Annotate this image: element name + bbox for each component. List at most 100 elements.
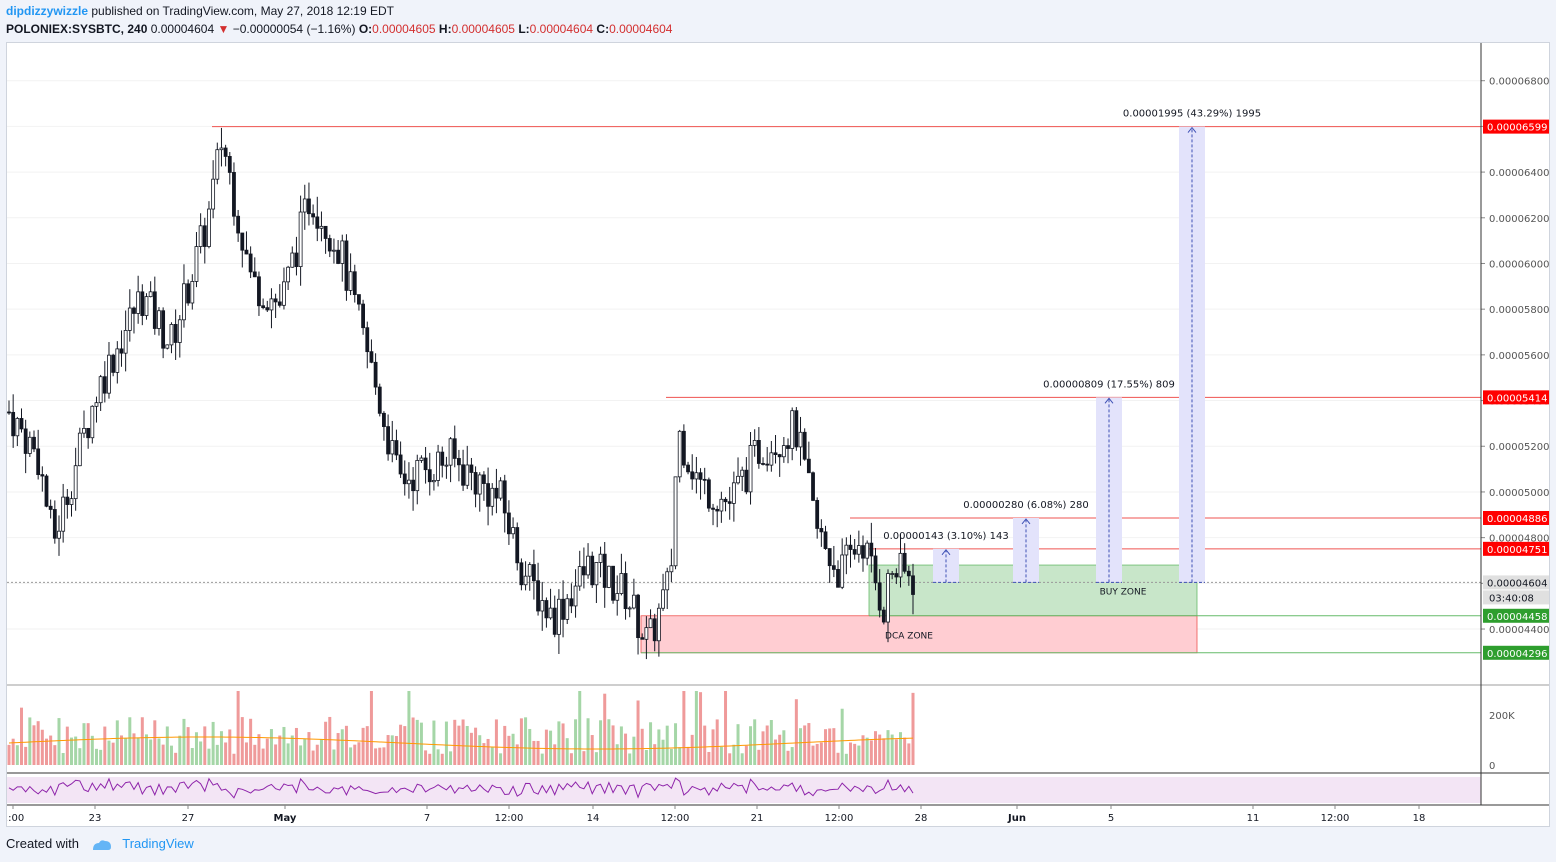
level-price-tag — [1483, 608, 1549, 623]
candle-body — [673, 476, 678, 567]
volume-bar — [107, 740, 111, 765]
author-link[interactable]: dipdizzywizzle — [6, 4, 89, 18]
volume-bar — [311, 750, 315, 765]
candle-body — [265, 307, 270, 311]
volume-bar — [690, 734, 694, 765]
volume-bar — [861, 735, 865, 765]
candle-body — [352, 271, 357, 295]
volume-bar — [899, 732, 903, 765]
candle-body — [840, 554, 845, 588]
volume-bar — [607, 719, 611, 765]
volume-bar — [503, 725, 507, 765]
volume-bar — [615, 744, 619, 765]
volume-bar — [736, 724, 740, 765]
candle-body — [311, 213, 316, 218]
volume-bar — [715, 719, 719, 765]
open-label: O: — [358, 22, 373, 36]
volume-bar — [149, 739, 153, 765]
down-arrow-icon: ▼ — [217, 22, 230, 36]
candle-body — [282, 281, 286, 306]
candle-body — [911, 575, 915, 595]
volume-bar — [544, 729, 548, 765]
volume-bar — [199, 741, 203, 765]
volume-bar — [294, 727, 298, 765]
volume-bar — [115, 720, 119, 765]
volume-bar — [565, 738, 569, 765]
volume-bar — [119, 735, 123, 765]
tradingview-logo-icon[interactable] — [91, 838, 113, 852]
candle-body — [498, 480, 503, 499]
candle-body — [344, 240, 349, 291]
volume-bar — [207, 748, 211, 765]
candle-body — [202, 225, 207, 247]
volume-bar — [765, 725, 769, 765]
volume-bar — [674, 723, 678, 765]
candle-body — [590, 555, 595, 586]
candle-body — [902, 552, 907, 572]
candle-body — [419, 457, 424, 461]
candle-body — [198, 225, 203, 247]
volume-bar — [699, 692, 703, 765]
candle-body — [286, 266, 291, 283]
volume-bar — [478, 735, 482, 765]
volume-bar — [103, 726, 107, 765]
candle-body — [469, 464, 474, 473]
volume-bar — [24, 746, 28, 765]
volume-bar — [82, 723, 86, 765]
candle-body — [815, 500, 820, 529]
volume-bar — [619, 726, 623, 765]
volume-bar — [390, 735, 394, 765]
candle-body — [661, 589, 665, 609]
candle-body — [65, 496, 70, 505]
price-change: −0.00000054 (−1.16%) — [232, 22, 356, 36]
volume-bar — [15, 745, 19, 765]
time-tick-label: 12:00 — [661, 813, 690, 824]
candle-body — [586, 555, 590, 576]
volume-bar — [682, 691, 686, 765]
volume-bar — [794, 699, 798, 765]
volume-bar — [678, 747, 682, 765]
volume-bar — [65, 726, 69, 765]
candle-body — [519, 562, 524, 586]
buy-zone-label: BUY ZONE — [1100, 587, 1147, 597]
candle-body — [823, 531, 828, 549]
volume-bar — [365, 726, 369, 765]
candle-body — [794, 410, 799, 448]
volume-bar — [307, 732, 311, 765]
publish-header: dipdizzywizzle published on TradingView.… — [6, 4, 394, 18]
candle-body — [57, 530, 61, 539]
price-chart[interactable]: 0.000068000.000066000.000064000.00006200… — [2, 43, 1549, 826]
volume-bar — [182, 718, 186, 765]
volume-bar — [215, 744, 219, 765]
candle-body — [394, 440, 399, 456]
time-tick-label: 2:00 — [7, 813, 24, 824]
volume-bar — [724, 691, 728, 765]
candle-body — [432, 480, 436, 483]
volume-bar — [799, 728, 803, 765]
candle-body — [411, 479, 415, 492]
volume-bar — [124, 738, 128, 765]
target-label: 0.00001995 (43.29%) 1995 — [1123, 109, 1261, 120]
candle-body — [119, 348, 124, 354]
candle-body — [706, 479, 711, 509]
tradingview-brand-link[interactable]: TradingView — [122, 836, 194, 851]
candle-body — [798, 431, 803, 448]
price-tick-label: 0.00005800 — [1489, 305, 1549, 316]
candle-body — [348, 271, 353, 291]
volume-bar — [36, 721, 40, 765]
candle-body — [207, 208, 211, 247]
candle-body — [836, 569, 840, 588]
volume-bar — [169, 745, 173, 765]
candle-body — [444, 464, 449, 467]
countdown-tag — [1483, 590, 1549, 605]
volume-bar — [324, 721, 328, 765]
candle-body — [906, 570, 911, 577]
volume-bar — [586, 718, 590, 765]
volume-bar — [653, 744, 657, 765]
target-label: 0.00000809 (17.55%) 809 — [1043, 379, 1175, 390]
volume-bar — [394, 736, 398, 765]
candle-body — [698, 472, 703, 480]
candle-body — [736, 475, 740, 484]
volume-bar — [340, 729, 344, 765]
chart-container[interactable]: 0.000068000.000066000.000064000.00006200… — [2, 42, 1550, 827]
